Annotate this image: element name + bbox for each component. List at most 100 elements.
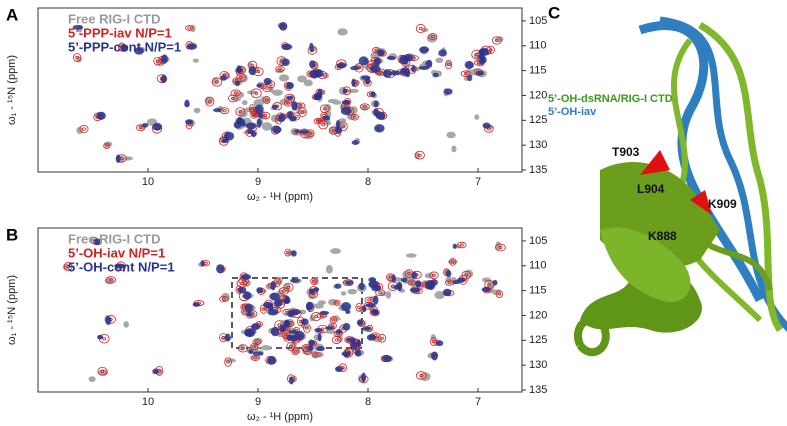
- peak-bound: [294, 114, 299, 118]
- peak-control: [341, 99, 351, 105]
- peak-bound: [431, 273, 436, 277]
- peak-control: [354, 349, 362, 357]
- peak-free: [123, 321, 129, 328]
- peak-bound: [284, 332, 288, 337]
- peak-control: [482, 122, 491, 129]
- peak-control: [334, 283, 342, 289]
- peak-bound: [253, 356, 258, 360]
- peak-free: [447, 259, 458, 265]
- peak-bound: [333, 299, 341, 306]
- peak-bound: [415, 371, 427, 380]
- peak-free: [271, 89, 283, 96]
- peak-free: [451, 145, 457, 153]
- peak-control: [336, 62, 347, 69]
- peak-bound: [253, 112, 258, 116]
- peak-bound: [155, 59, 160, 63]
- peak-control: [477, 54, 486, 59]
- rna-strand: [659, 16, 787, 332]
- peak-control: [343, 353, 349, 358]
- peak-control: [322, 115, 331, 121]
- peak-bound: [457, 241, 467, 249]
- peak-bound: [263, 114, 268, 118]
- peak-bound: [237, 344, 249, 353]
- peak-control: [478, 49, 485, 56]
- peak-free: [261, 122, 273, 131]
- peak-bound: [254, 340, 259, 344]
- peak-control: [371, 285, 381, 291]
- peak-control: [320, 310, 330, 315]
- peak-control: [216, 264, 225, 274]
- peak-bound: [97, 366, 108, 376]
- peak-free: [221, 292, 230, 302]
- peak-bound: [298, 107, 307, 117]
- y-tick-label: 115: [529, 65, 547, 77]
- x-tick-label: 7: [475, 176, 481, 188]
- peak-bound: [494, 38, 499, 43]
- peak-bound: [156, 74, 168, 84]
- residue-label: K888: [648, 229, 677, 243]
- peak-bound: [431, 340, 436, 344]
- peak-control: [409, 287, 420, 293]
- peak-bound: [103, 142, 111, 150]
- peak-control: [431, 351, 438, 361]
- peak-control: [445, 270, 452, 278]
- peak-control: [430, 279, 438, 286]
- peak-control: [351, 140, 359, 146]
- x-tick-label: 9: [255, 176, 261, 188]
- peak-bound: [418, 26, 423, 31]
- peak-bound: [409, 281, 414, 285]
- peak-bound: [284, 99, 293, 107]
- peak-control: [373, 57, 381, 67]
- peak-free: [192, 58, 199, 63]
- peak-bound: [252, 345, 257, 349]
- peak-control: [269, 292, 281, 301]
- peak-control: [373, 108, 379, 117]
- peak-free: [225, 358, 237, 363]
- peak-control: [161, 54, 168, 64]
- x-tick-label: 7: [475, 396, 481, 408]
- peak-control: [432, 72, 439, 78]
- peak-bound: [102, 337, 107, 341]
- peak-bound: [374, 48, 379, 52]
- y-tick-label: 110: [529, 40, 547, 52]
- peak-bound: [222, 297, 226, 301]
- peak-control: [400, 277, 408, 283]
- peak-bound: [308, 131, 313, 135]
- peak-free: [330, 248, 341, 255]
- peak-free: [446, 131, 456, 139]
- peak-control: [415, 280, 422, 288]
- peak-control: [419, 46, 430, 54]
- peak-control: [366, 334, 377, 341]
- peak-control: [324, 326, 334, 330]
- y-tick-label: 105: [529, 15, 547, 27]
- peak-bound: [228, 94, 238, 103]
- peak-bound: [415, 23, 426, 33]
- peak-control: [267, 355, 277, 365]
- y-tick-label: 135: [529, 164, 547, 176]
- peak-control: [411, 65, 416, 73]
- peak-bound: [207, 100, 212, 104]
- peak-bound: [291, 347, 299, 356]
- peak-control: [356, 319, 364, 326]
- peak-control: [391, 274, 396, 283]
- peak-bound: [249, 343, 259, 351]
- peak-control: [356, 339, 361, 348]
- peak-bound: [293, 349, 298, 353]
- peak-control: [237, 286, 247, 294]
- peak-control: [291, 250, 297, 257]
- peak-control: [281, 58, 290, 66]
- peak-bound: [362, 105, 367, 109]
- peak-free: [338, 118, 347, 123]
- peak-control: [114, 263, 125, 269]
- y-tick-label: 105: [529, 235, 547, 247]
- peak-bound: [310, 277, 318, 285]
- peak-bound: [414, 150, 425, 160]
- peak-bound: [407, 271, 411, 276]
- plot-frame: [37, 7, 523, 173]
- peak-free: [434, 290, 445, 300]
- peak-bound: [450, 260, 455, 264]
- peak-bound: [205, 96, 215, 107]
- peak-control: [313, 94, 322, 101]
- peak-bound: [285, 251, 290, 255]
- peak-control: [290, 278, 300, 283]
